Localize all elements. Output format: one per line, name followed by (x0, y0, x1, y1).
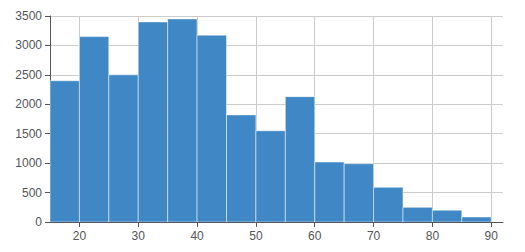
svg-text:1500: 1500 (15, 127, 42, 141)
svg-text:1000: 1000 (15, 156, 42, 170)
svg-text:3500: 3500 (15, 9, 42, 23)
svg-text:20: 20 (73, 229, 87, 243)
svg-text:40: 40 (190, 229, 204, 243)
svg-text:80: 80 (426, 229, 440, 243)
svg-text:70: 70 (367, 229, 381, 243)
svg-text:3000: 3000 (15, 38, 42, 52)
svg-text:60: 60 (308, 229, 322, 243)
svg-text:90: 90 (485, 229, 499, 243)
svg-text:0: 0 (35, 215, 42, 229)
svg-text:50: 50 (249, 229, 263, 243)
svg-text:2000: 2000 (15, 97, 42, 111)
svg-text:30: 30 (132, 229, 146, 243)
svg-text:2500: 2500 (15, 68, 42, 82)
svg-text:500: 500 (22, 186, 42, 200)
